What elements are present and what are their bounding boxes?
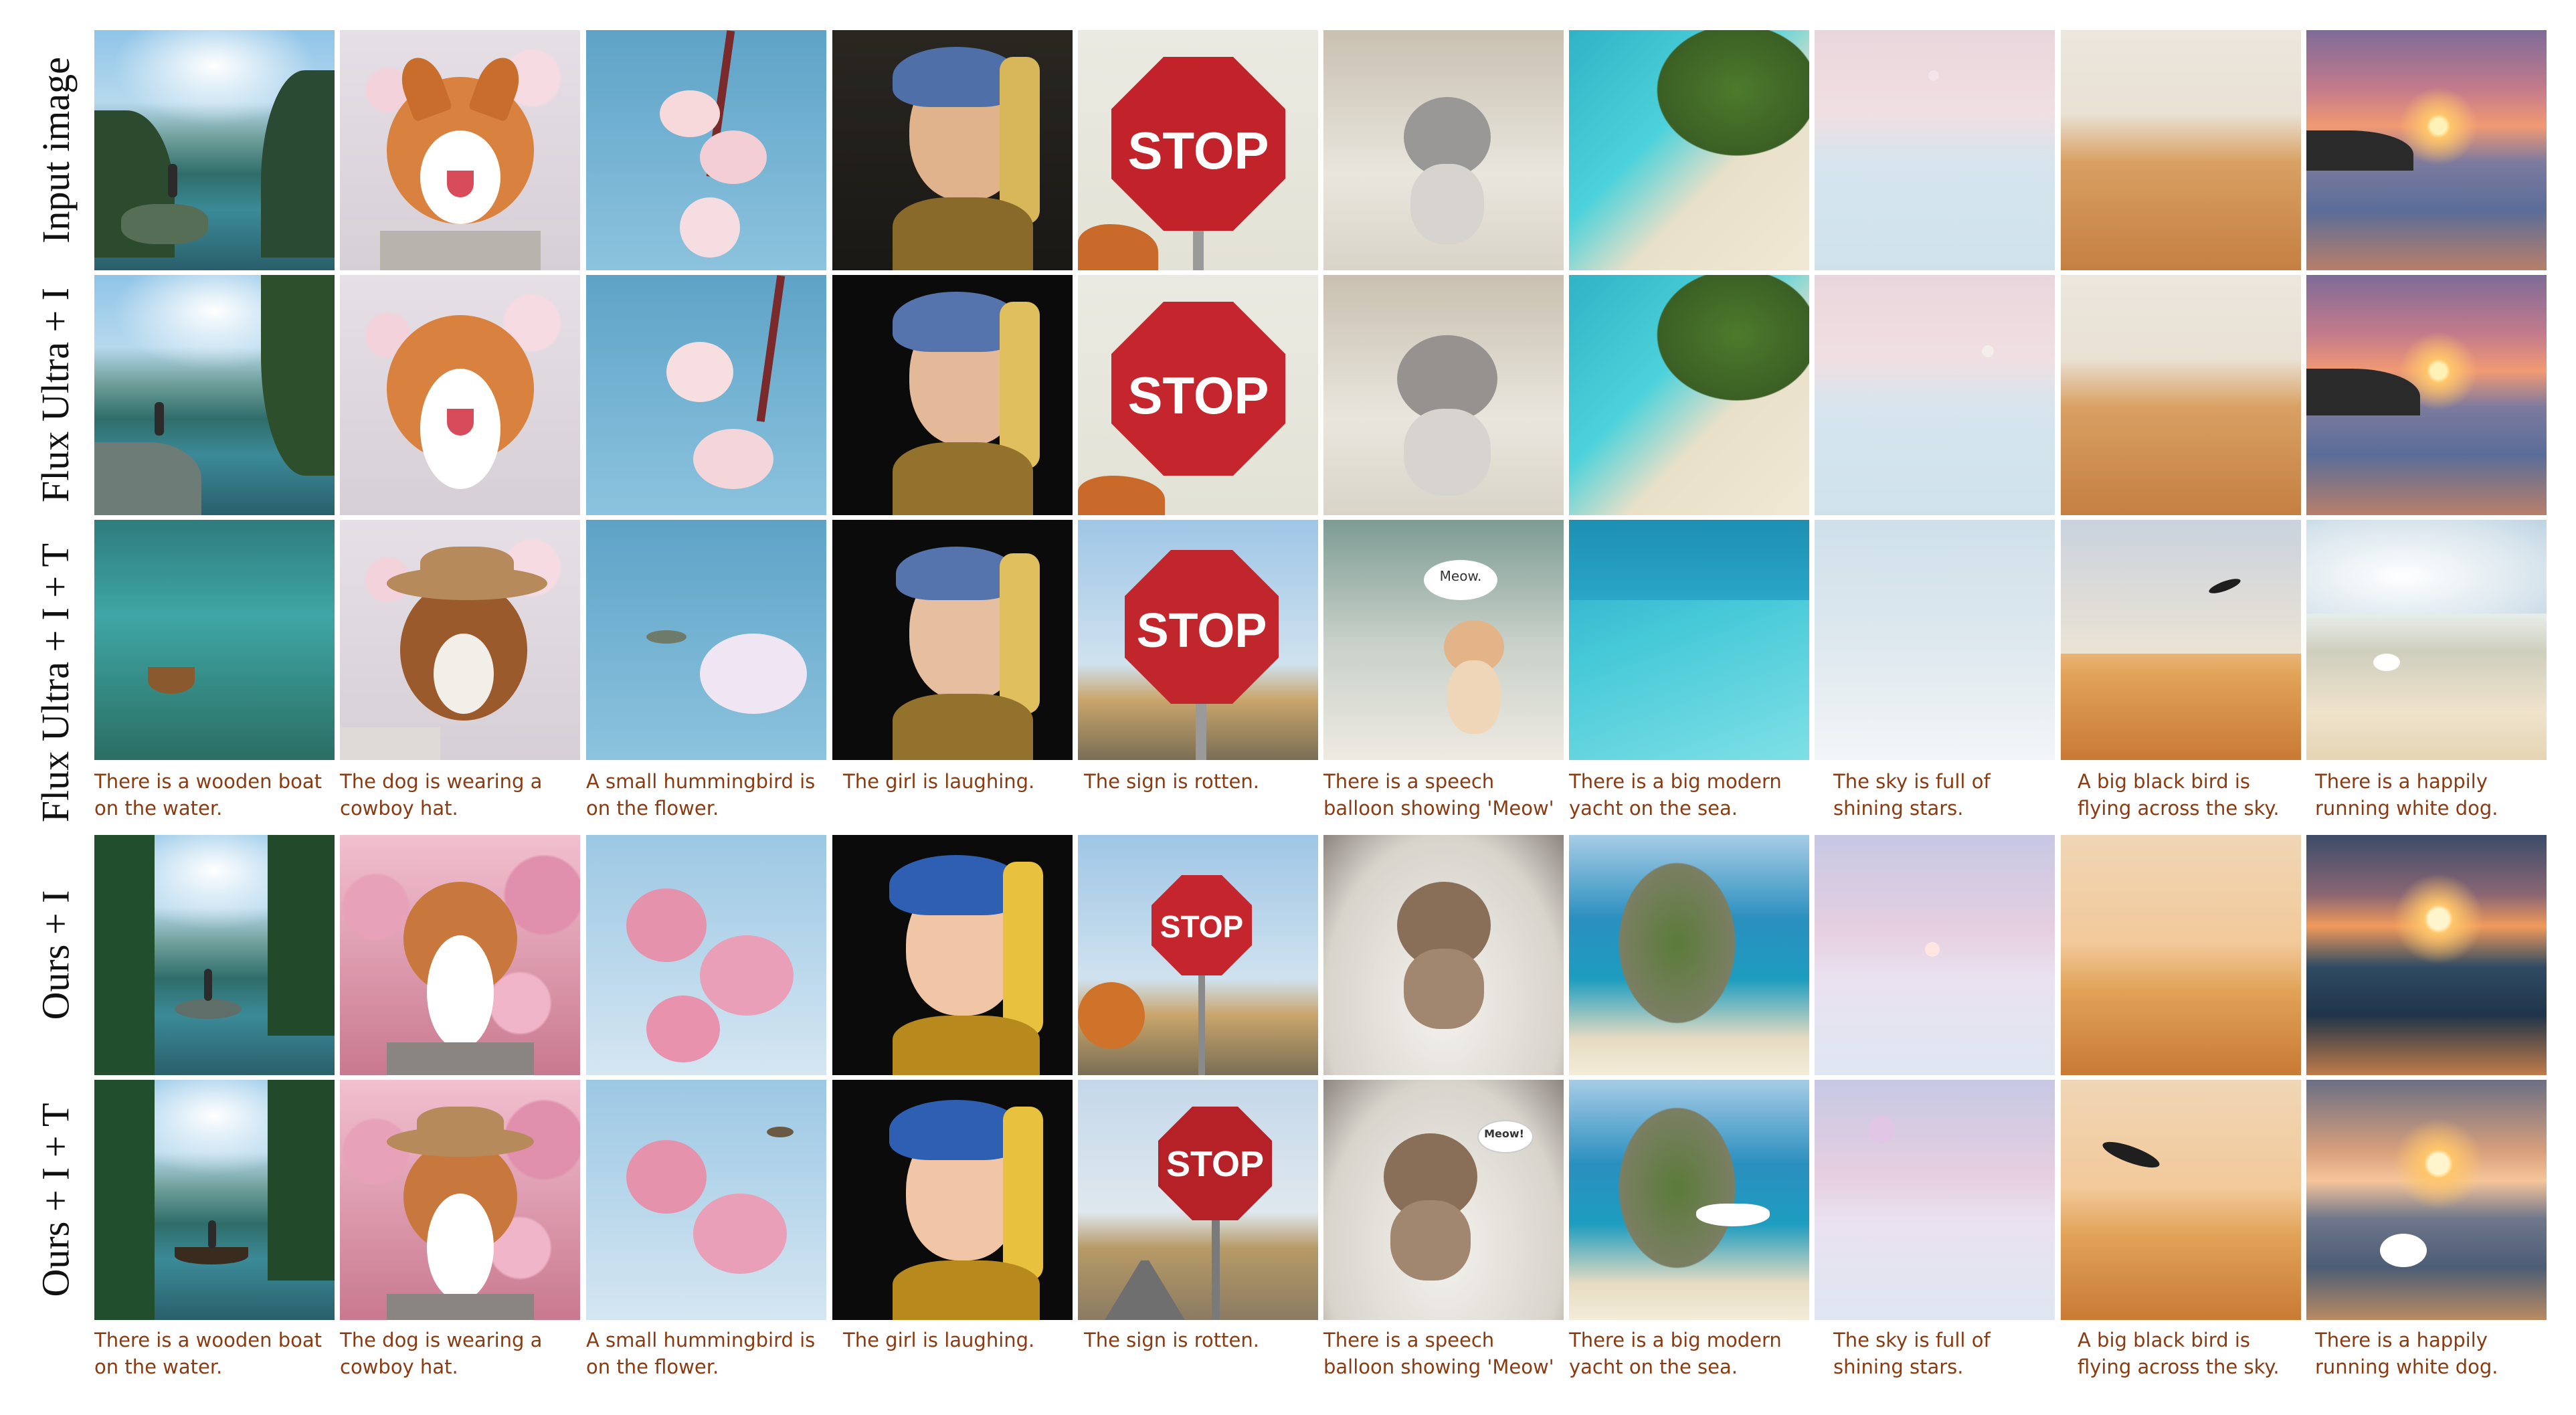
- row-label-input-image: Input image: [33, 57, 78, 244]
- image-r4-c1: [94, 835, 335, 1075]
- image-r2-c5: STOP: [1078, 275, 1318, 515]
- image-r4-c10: [2306, 835, 2547, 1075]
- image-r3-c4: [832, 520, 1073, 760]
- image-r3-c2: [340, 520, 580, 760]
- image-r5-c6: Meow!: [1323, 1080, 1564, 1320]
- image-r3-c5: STOP: [1078, 520, 1318, 760]
- caption-r5-c6: There is a speech balloon showing 'Meow': [1323, 1329, 1554, 1378]
- image-r4-c4: [832, 835, 1073, 1075]
- caption-r3-c4: The girl is laughing.: [843, 770, 1035, 793]
- caption-r5-c5: The sign is rotten.: [1084, 1329, 1259, 1351]
- image-r1-c5: STOP: [1078, 30, 1318, 270]
- image-r1-c3: [586, 30, 826, 270]
- caption-r3-c2: The dog is wearing a cowboy hat.: [340, 770, 543, 820]
- image-r3-c9: [2061, 520, 2301, 760]
- image-r2-c7: [1569, 275, 1809, 515]
- image-r4-c7: [1569, 835, 1809, 1075]
- image-r3-c10: [2306, 520, 2547, 760]
- caption-r3-c5: The sign is rotten.: [1084, 770, 1259, 793]
- caption-r3-c6: There is a speech balloon showing 'Meow': [1323, 770, 1554, 820]
- caption-r5-c8: The sky is full of shining stars.: [1833, 1329, 1991, 1378]
- image-r4-c3: [586, 835, 826, 1075]
- image-r5-c8: [1815, 1080, 2055, 1320]
- image-r3-c3: [586, 520, 826, 760]
- image-r1-c1: [94, 30, 335, 270]
- image-r5-c7: [1569, 1080, 1809, 1320]
- image-r1-c9: [2061, 30, 2301, 270]
- image-r1-c2: [340, 30, 580, 270]
- image-r4-c5: STOP: [1078, 835, 1318, 1075]
- image-r4-c9: [2061, 835, 2301, 1075]
- caption-r3-c7: There is a big modern yacht on the sea.: [1569, 770, 1782, 820]
- caption-r3-c9: A big black bird is flying across the sk…: [2078, 770, 2280, 820]
- image-r2-c8: [1815, 275, 2055, 515]
- image-r2-c6: [1323, 275, 1564, 515]
- image-r2-c3: [586, 275, 826, 515]
- row-label-ours-i-t: Ours + I + T: [33, 1103, 78, 1297]
- image-r4-c6: [1323, 835, 1564, 1075]
- image-r5-c5: STOP: [1078, 1080, 1318, 1320]
- caption-r5-c9: A big black bird is flying across the sk…: [2078, 1329, 2280, 1378]
- caption-r3-c10: There is a happily running white dog.: [2315, 770, 2498, 820]
- image-r2-c2: [340, 275, 580, 515]
- caption-r3-c8: The sky is full of shining stars.: [1833, 770, 1991, 820]
- caption-r3-c1: There is a wooden boat on the water.: [94, 770, 322, 820]
- row-label-ours-i: Ours + I: [33, 890, 78, 1020]
- image-r3-c6: Meow.: [1323, 520, 1564, 760]
- row-label-flux-ultra-i: Flux Ultra + I: [33, 287, 78, 503]
- caption-r5-c7: There is a big modern yacht on the sea.: [1569, 1329, 1782, 1378]
- image-r1-c4: [832, 30, 1073, 270]
- caption-r5-c4: The girl is laughing.: [843, 1329, 1035, 1351]
- row-label-flux-ultra-i-t: Flux Ultra + I + T: [33, 543, 78, 822]
- image-r3-c1: [94, 520, 335, 760]
- image-r5-c4: [832, 1080, 1073, 1320]
- image-r1-c10: [2306, 30, 2547, 270]
- image-r2-c1: [94, 275, 335, 515]
- image-r2-c10: [2306, 275, 2547, 515]
- image-r4-c2: [340, 835, 580, 1075]
- caption-r3-c3: A small hummingbird is on the flower.: [586, 770, 816, 820]
- image-r3-c7: [1569, 520, 1809, 760]
- caption-r5-c1: There is a wooden boat on the water.: [94, 1329, 322, 1378]
- image-r1-c7: [1569, 30, 1809, 270]
- caption-r5-c3: A small hummingbird is on the flower.: [586, 1329, 816, 1378]
- image-r3-c8: [1815, 520, 2055, 760]
- caption-r5-c2: The dog is wearing a cowboy hat.: [340, 1329, 543, 1378]
- image-r2-c9: [2061, 275, 2301, 515]
- image-r4-c8: [1815, 835, 2055, 1075]
- caption-r5-c10: There is a happily running white dog.: [2315, 1329, 2498, 1378]
- image-r5-c9: [2061, 1080, 2301, 1320]
- image-r5-c3: [586, 1080, 826, 1320]
- image-r5-c2: [340, 1080, 580, 1320]
- image-r1-c6: [1323, 30, 1564, 270]
- image-r5-c1: [94, 1080, 335, 1320]
- image-r1-c8: [1815, 30, 2055, 270]
- image-r5-c10: [2306, 1080, 2547, 1320]
- image-r2-c4: [832, 275, 1073, 515]
